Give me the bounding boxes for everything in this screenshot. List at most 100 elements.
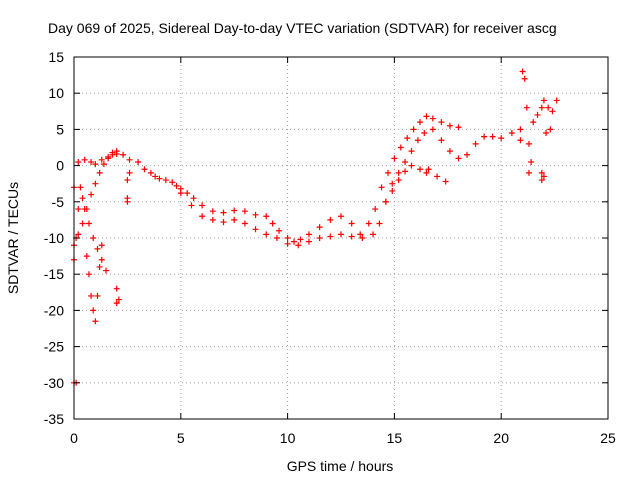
data-point: [538, 177, 545, 184]
data-point: [113, 151, 120, 158]
data-point: [316, 224, 323, 231]
data-point: [498, 135, 505, 142]
data-point: [408, 148, 415, 155]
series-early-spike: [83, 242, 105, 325]
data-point: [88, 292, 95, 299]
data-point: [169, 179, 176, 186]
data-point: [376, 220, 383, 227]
data-point: [209, 216, 216, 223]
data-point: [455, 155, 462, 162]
data-point: [538, 169, 545, 176]
y-tick-label: -10: [44, 230, 64, 246]
series-early-descent: [71, 184, 110, 274]
data-point: [525, 140, 532, 147]
data-point: [338, 231, 344, 238]
data-point: [98, 156, 105, 163]
data-point: [545, 104, 552, 111]
data-point: [90, 235, 97, 241]
data-point: [414, 137, 421, 144]
data-point: [231, 216, 238, 223]
x-tick-labels: 0 5 10 15 20 25: [70, 430, 616, 446]
data-point: [378, 184, 385, 191]
data-point: [389, 180, 396, 187]
data-point: [273, 235, 280, 241]
data-point: [152, 173, 159, 180]
data-point: [417, 119, 424, 126]
data-point: [83, 206, 90, 213]
data-point: [263, 231, 270, 238]
data-point: [81, 156, 88, 163]
data-point: [77, 184, 84, 191]
data-point: [113, 285, 120, 292]
data-point: [96, 263, 103, 270]
x-tick-label: 20: [493, 430, 509, 446]
data-point: [188, 202, 195, 209]
data-point: [327, 216, 334, 223]
data-point: [489, 133, 496, 140]
data-point: [105, 155, 112, 162]
data-point: [115, 296, 122, 303]
data-point: [517, 126, 524, 133]
y-tick-label: -5: [52, 194, 65, 210]
data-point: [517, 137, 524, 144]
data-point: [391, 155, 398, 162]
data-point: [90, 307, 97, 314]
data-point: [199, 213, 206, 220]
data-point: [370, 231, 377, 238]
data-point: [199, 202, 206, 209]
data-point: [521, 75, 528, 82]
data-point: [220, 219, 227, 226]
data-point: [382, 198, 389, 205]
data-point: [79, 195, 86, 202]
data-point: [241, 220, 248, 227]
data-point: [291, 238, 298, 245]
data-point: [88, 191, 95, 198]
data-point: [276, 227, 283, 234]
data-point: [464, 151, 471, 158]
data-point: [241, 208, 248, 215]
data-point: [528, 158, 535, 165]
data-point: [455, 124, 462, 131]
y-tick-label: -20: [44, 302, 64, 318]
data-point: [438, 137, 445, 144]
data-points: [71, 68, 560, 386]
data-point: [184, 190, 191, 197]
data-point: [98, 242, 105, 249]
y-tick-label: 5: [56, 121, 64, 137]
data-point: [549, 108, 556, 115]
data-point: [126, 156, 133, 163]
data-point: [305, 231, 312, 238]
data-point: [124, 177, 131, 184]
data-point: [442, 178, 449, 185]
data-point: [269, 220, 276, 227]
data-point: [408, 162, 415, 169]
data-point: [113, 300, 120, 307]
data-point: [530, 119, 537, 126]
data-point: [100, 161, 107, 168]
data-point: [126, 169, 133, 176]
data-point: [295, 242, 302, 249]
data-point: [85, 220, 92, 227]
x-tick-label: 5: [177, 430, 185, 446]
data-point: [135, 158, 142, 165]
data-point: [384, 169, 391, 176]
data-point: [156, 175, 163, 182]
data-point: [523, 104, 530, 111]
data-point: [472, 140, 479, 147]
x-tick-label: 10: [280, 430, 296, 446]
data-point: [410, 126, 417, 133]
data-point: [540, 173, 547, 180]
data-point: [327, 233, 334, 240]
data-point: [338, 213, 344, 220]
data-point: [79, 220, 86, 227]
data-point: [263, 213, 270, 220]
data-point: [88, 158, 95, 165]
data-point: [96, 169, 103, 176]
y-tick-label: 10: [48, 85, 64, 101]
data-point: [98, 256, 105, 263]
data-point: [553, 97, 560, 104]
data-point: [85, 271, 92, 278]
data-point: [120, 151, 127, 158]
data-point: [446, 122, 453, 129]
y-tick-label: 0: [56, 158, 64, 174]
